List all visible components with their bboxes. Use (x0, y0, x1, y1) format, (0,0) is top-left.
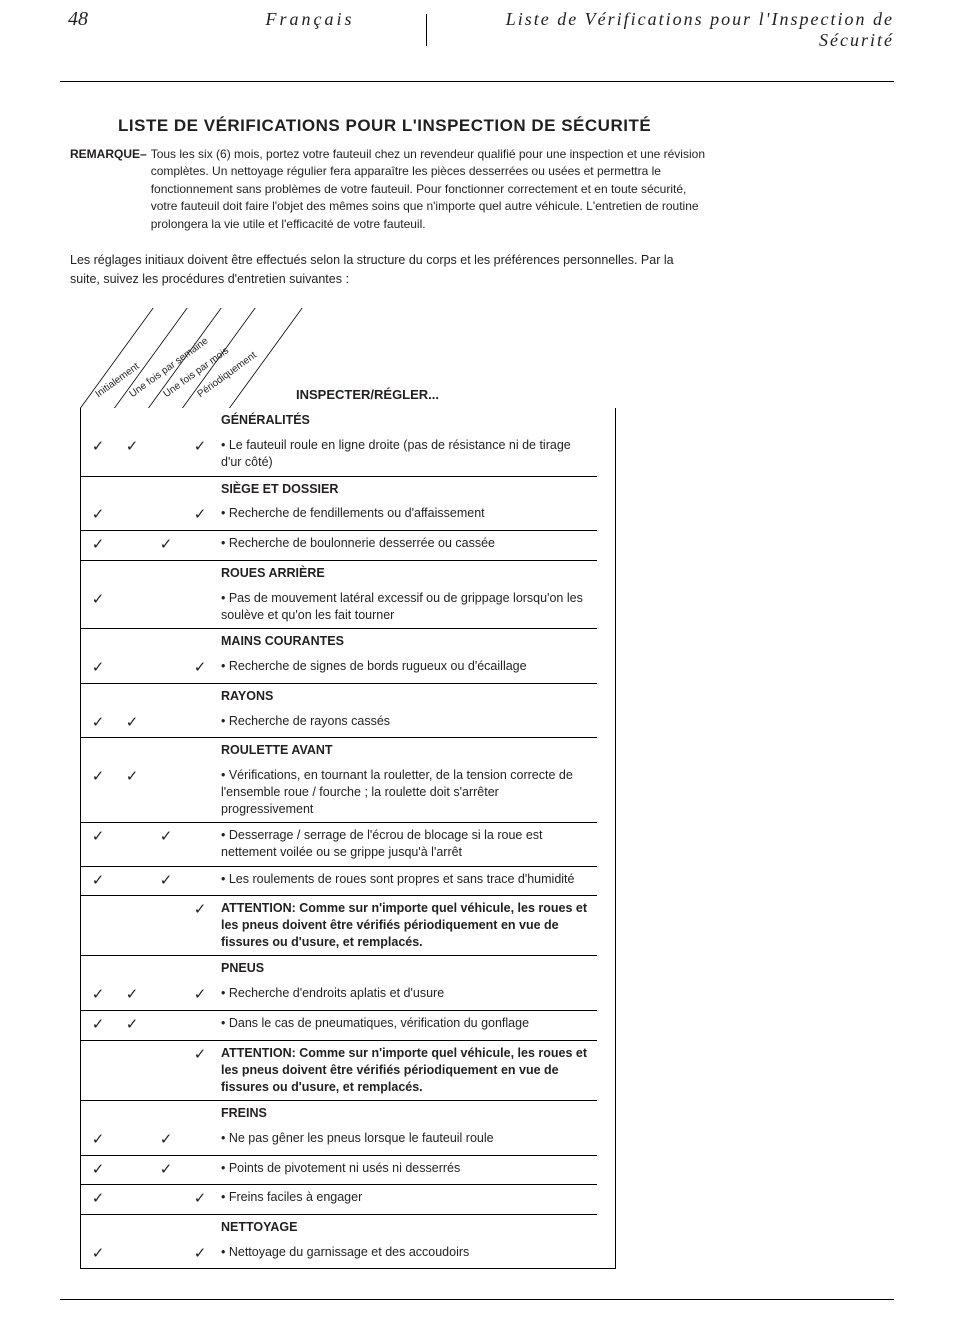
check-item: • Recherche d'endroits aplatis et d'usur… (217, 981, 597, 1009)
check-item: • Recherche de rayons cassés (217, 709, 597, 737)
section-head: MAINS COURANTES (217, 629, 597, 654)
content: LISTE DE VÉRIFICATIONS POUR L'INSPECTION… (60, 116, 894, 1269)
check-mark: ✓ (81, 763, 115, 822)
check-mark: ✓ (115, 981, 149, 1009)
check-mark: ✓ (81, 1240, 115, 1268)
check-item: • Ne pas gêner les pneus lorsque le faut… (217, 1126, 597, 1154)
check-item: • Vérifications, en tournant la roulette… (217, 763, 597, 822)
page-number: 48 (60, 8, 214, 31)
check-mark: ✓ (81, 531, 115, 560)
check-mark: ✓ (81, 1126, 115, 1154)
section-head: RAYONS (217, 683, 597, 708)
page: 48 Français Liste de Vérifications pour … (0, 0, 954, 1340)
check-mark: ✓ (149, 1155, 183, 1184)
check-mark: ✓ (115, 1011, 149, 1040)
check-item: • Pas de mouvement latéral excessif ou d… (217, 586, 597, 628)
check-mark: ✓ (183, 501, 217, 529)
check-mark: ✓ (81, 654, 115, 682)
section-head: ROULETTE AVANT (217, 738, 597, 763)
check-mark: ✓ (149, 1126, 183, 1154)
check-item: • Nettoyage du garnissage et des accoudo… (217, 1240, 597, 1268)
remarque-text: Tous les six (6) mois, portez votre faut… (151, 146, 711, 233)
remarque-block: REMARQUE– Tous les six (6) mois, portez … (70, 146, 894, 233)
intro-text: Les réglages initiaux doivent être effec… (70, 251, 690, 289)
check-mark: ✓ (81, 433, 115, 475)
checklist-table: GÉNÉRALITÉS ✓ ✓ ✓ • Le fauteuil roule en… (81, 408, 597, 1268)
check-mark: ✓ (149, 866, 183, 895)
check-item: • Recherche de boulonnerie desserrée ou … (217, 531, 597, 560)
bottom-rule (60, 1299, 894, 1300)
section-head: SIÈGE ET DOSSIER (217, 476, 597, 501)
check-mark: ✓ (115, 433, 149, 475)
check-item: • Le fauteuil roule en ligne droite (pas… (217, 433, 597, 475)
page-title: LISTE DE VÉRIFICATIONS POUR L'INSPECTION… (118, 116, 894, 136)
check-mark: ✓ (183, 1040, 217, 1099)
check-mark: ✓ (149, 531, 183, 560)
running-head: 48 Français Liste de Vérifications pour … (60, 8, 894, 51)
section-head: FREINS (217, 1100, 597, 1125)
check-item-attention: ATTENTION: Comme sur n'importe quel véhi… (217, 896, 597, 955)
check-mark: ✓ (81, 1185, 115, 1214)
check-mark: ✓ (183, 433, 217, 475)
running-head-right: Liste de Vérifications pour l'Inspection… (447, 9, 894, 51)
section-head: PNEUS (217, 956, 597, 981)
check-mark: ✓ (81, 1011, 115, 1040)
running-head-left: Français (214, 9, 406, 30)
check-mark: ✓ (81, 586, 115, 628)
top-rule (60, 81, 894, 82)
check-mark: ✓ (149, 823, 183, 865)
check-item-attention: ATTENTION: Comme sur n'importe quel véhi… (217, 1040, 597, 1099)
check-mark: ✓ (81, 501, 115, 529)
check-mark: ✓ (81, 981, 115, 1009)
check-item: • Points de pivotement ni usés ni desser… (217, 1155, 597, 1184)
check-item: • Recherche de signes de bords rugueux o… (217, 654, 597, 682)
check-mark: ✓ (81, 1155, 115, 1184)
check-item: • Dans le cas de pneumatiques, vérificat… (217, 1011, 597, 1040)
check-item: • Les roulements de roues sont propres e… (217, 866, 597, 895)
check-mark: ✓ (81, 709, 115, 737)
diagonal-headers: Initialement Une fois par semaine Une fo… (80, 308, 894, 408)
checklist-table-outer: GÉNÉRALITÉS ✓ ✓ ✓ • Le fauteuil roule en… (80, 408, 616, 1269)
section-head: NETTOYAGE (217, 1215, 597, 1240)
inspect-label: INSPECTER/RÉGLER... (296, 387, 439, 402)
running-head-divider (426, 14, 427, 46)
check-item: • Desserrage / serrage de l'écrou de blo… (217, 823, 597, 865)
check-item: • Freins faciles à engager (217, 1185, 597, 1214)
checklist: Initialement Une fois par semaine Une fo… (80, 308, 894, 1269)
check-item: • Recherche de fendillements ou d'affais… (217, 501, 597, 529)
remarque-label: REMARQUE– (70, 146, 151, 233)
check-mark: ✓ (81, 866, 115, 895)
check-mark: ✓ (183, 654, 217, 682)
check-mark: ✓ (183, 1240, 217, 1268)
check-mark: ✓ (183, 1185, 217, 1214)
section-head: GÉNÉRALITÉS (217, 408, 597, 433)
check-mark: ✓ (115, 709, 149, 737)
section-head: ROUES ARRIÈRE (217, 560, 597, 585)
check-mark: ✓ (183, 896, 217, 955)
check-mark: ✓ (183, 981, 217, 1009)
check-mark: ✓ (81, 823, 115, 865)
check-mark: ✓ (115, 763, 149, 822)
